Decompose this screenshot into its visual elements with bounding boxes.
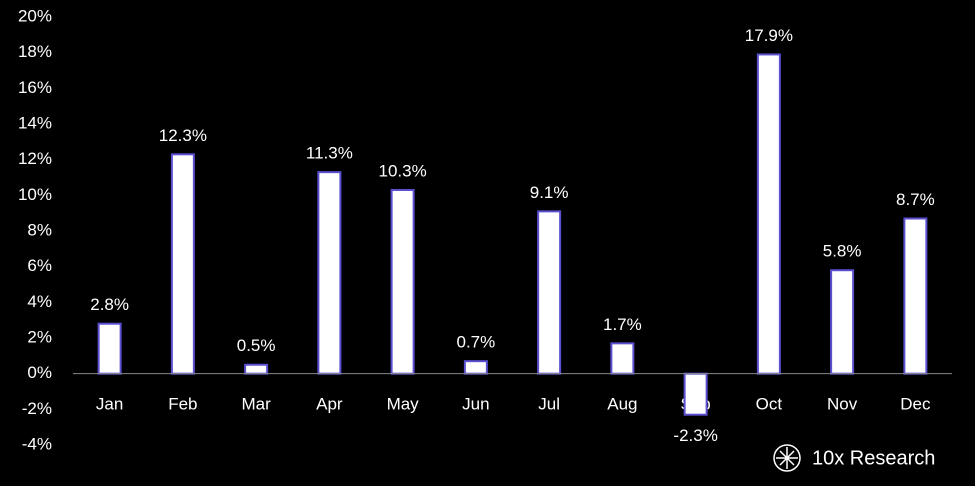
bar: [463, 360, 488, 375]
bar: [830, 269, 855, 375]
bar: [537, 210, 562, 375]
data-label: 17.9%: [745, 26, 793, 45]
logo: [773, 444, 801, 472]
y-tick-label: 6%: [27, 256, 52, 275]
y-tick-label: 0%: [27, 363, 52, 382]
x-tick-label: May: [387, 394, 420, 413]
x-tick-label: Jul: [538, 394, 560, 413]
x-tick-label: Dec: [900, 394, 931, 413]
x-tick-label: Aug: [607, 394, 637, 413]
bar: [610, 342, 635, 375]
data-label: 8.7%: [896, 190, 935, 209]
logo-icon: [773, 444, 801, 472]
x-tick-label: Feb: [168, 394, 197, 413]
y-tick-label: -4%: [22, 434, 52, 453]
x-tick-label: Oct: [756, 394, 783, 413]
bar: [683, 372, 708, 416]
watermark: 10x Research: [812, 447, 935, 469]
y-tick-label: 10%: [18, 185, 52, 204]
data-label: 0.7%: [457, 333, 496, 352]
x-tick-label: Jun: [462, 394, 489, 413]
bar: [317, 171, 342, 375]
bar: [756, 53, 781, 375]
data-label: 1.7%: [603, 315, 642, 334]
y-tick-label: 8%: [27, 220, 52, 239]
data-label: 9.1%: [530, 183, 569, 202]
bar: [97, 322, 122, 375]
bar: [390, 188, 415, 375]
data-label: 11.3%: [306, 144, 353, 163]
data-label: 5.8%: [823, 242, 862, 261]
x-tick-label: Jan: [96, 394, 123, 413]
data-label: 2.8%: [90, 295, 129, 314]
bar: [170, 153, 195, 375]
y-tick-label: 12%: [18, 149, 52, 168]
x-tick-label: Mar: [241, 394, 271, 413]
y-tick-label: 16%: [18, 78, 52, 97]
data-label: 10.3%: [379, 161, 427, 180]
logo-icon-lines: [776, 447, 798, 469]
y-tick-label: 4%: [27, 292, 52, 311]
data-label: 12.3%: [159, 126, 207, 145]
y-tick-label: 20%: [18, 6, 52, 25]
y-tick-label: 18%: [18, 42, 52, 61]
x-tick-label: Nov: [827, 394, 858, 413]
data-label: -2.3%: [673, 426, 717, 445]
bar: [244, 363, 269, 375]
y-tick-label: 2%: [27, 327, 52, 346]
data-label: 0.5%: [237, 336, 276, 355]
bar: [903, 217, 928, 375]
y-tick-label: -2%: [22, 399, 52, 418]
x-tick-label: Apr: [316, 394, 343, 413]
y-tick-label: 14%: [18, 113, 52, 132]
